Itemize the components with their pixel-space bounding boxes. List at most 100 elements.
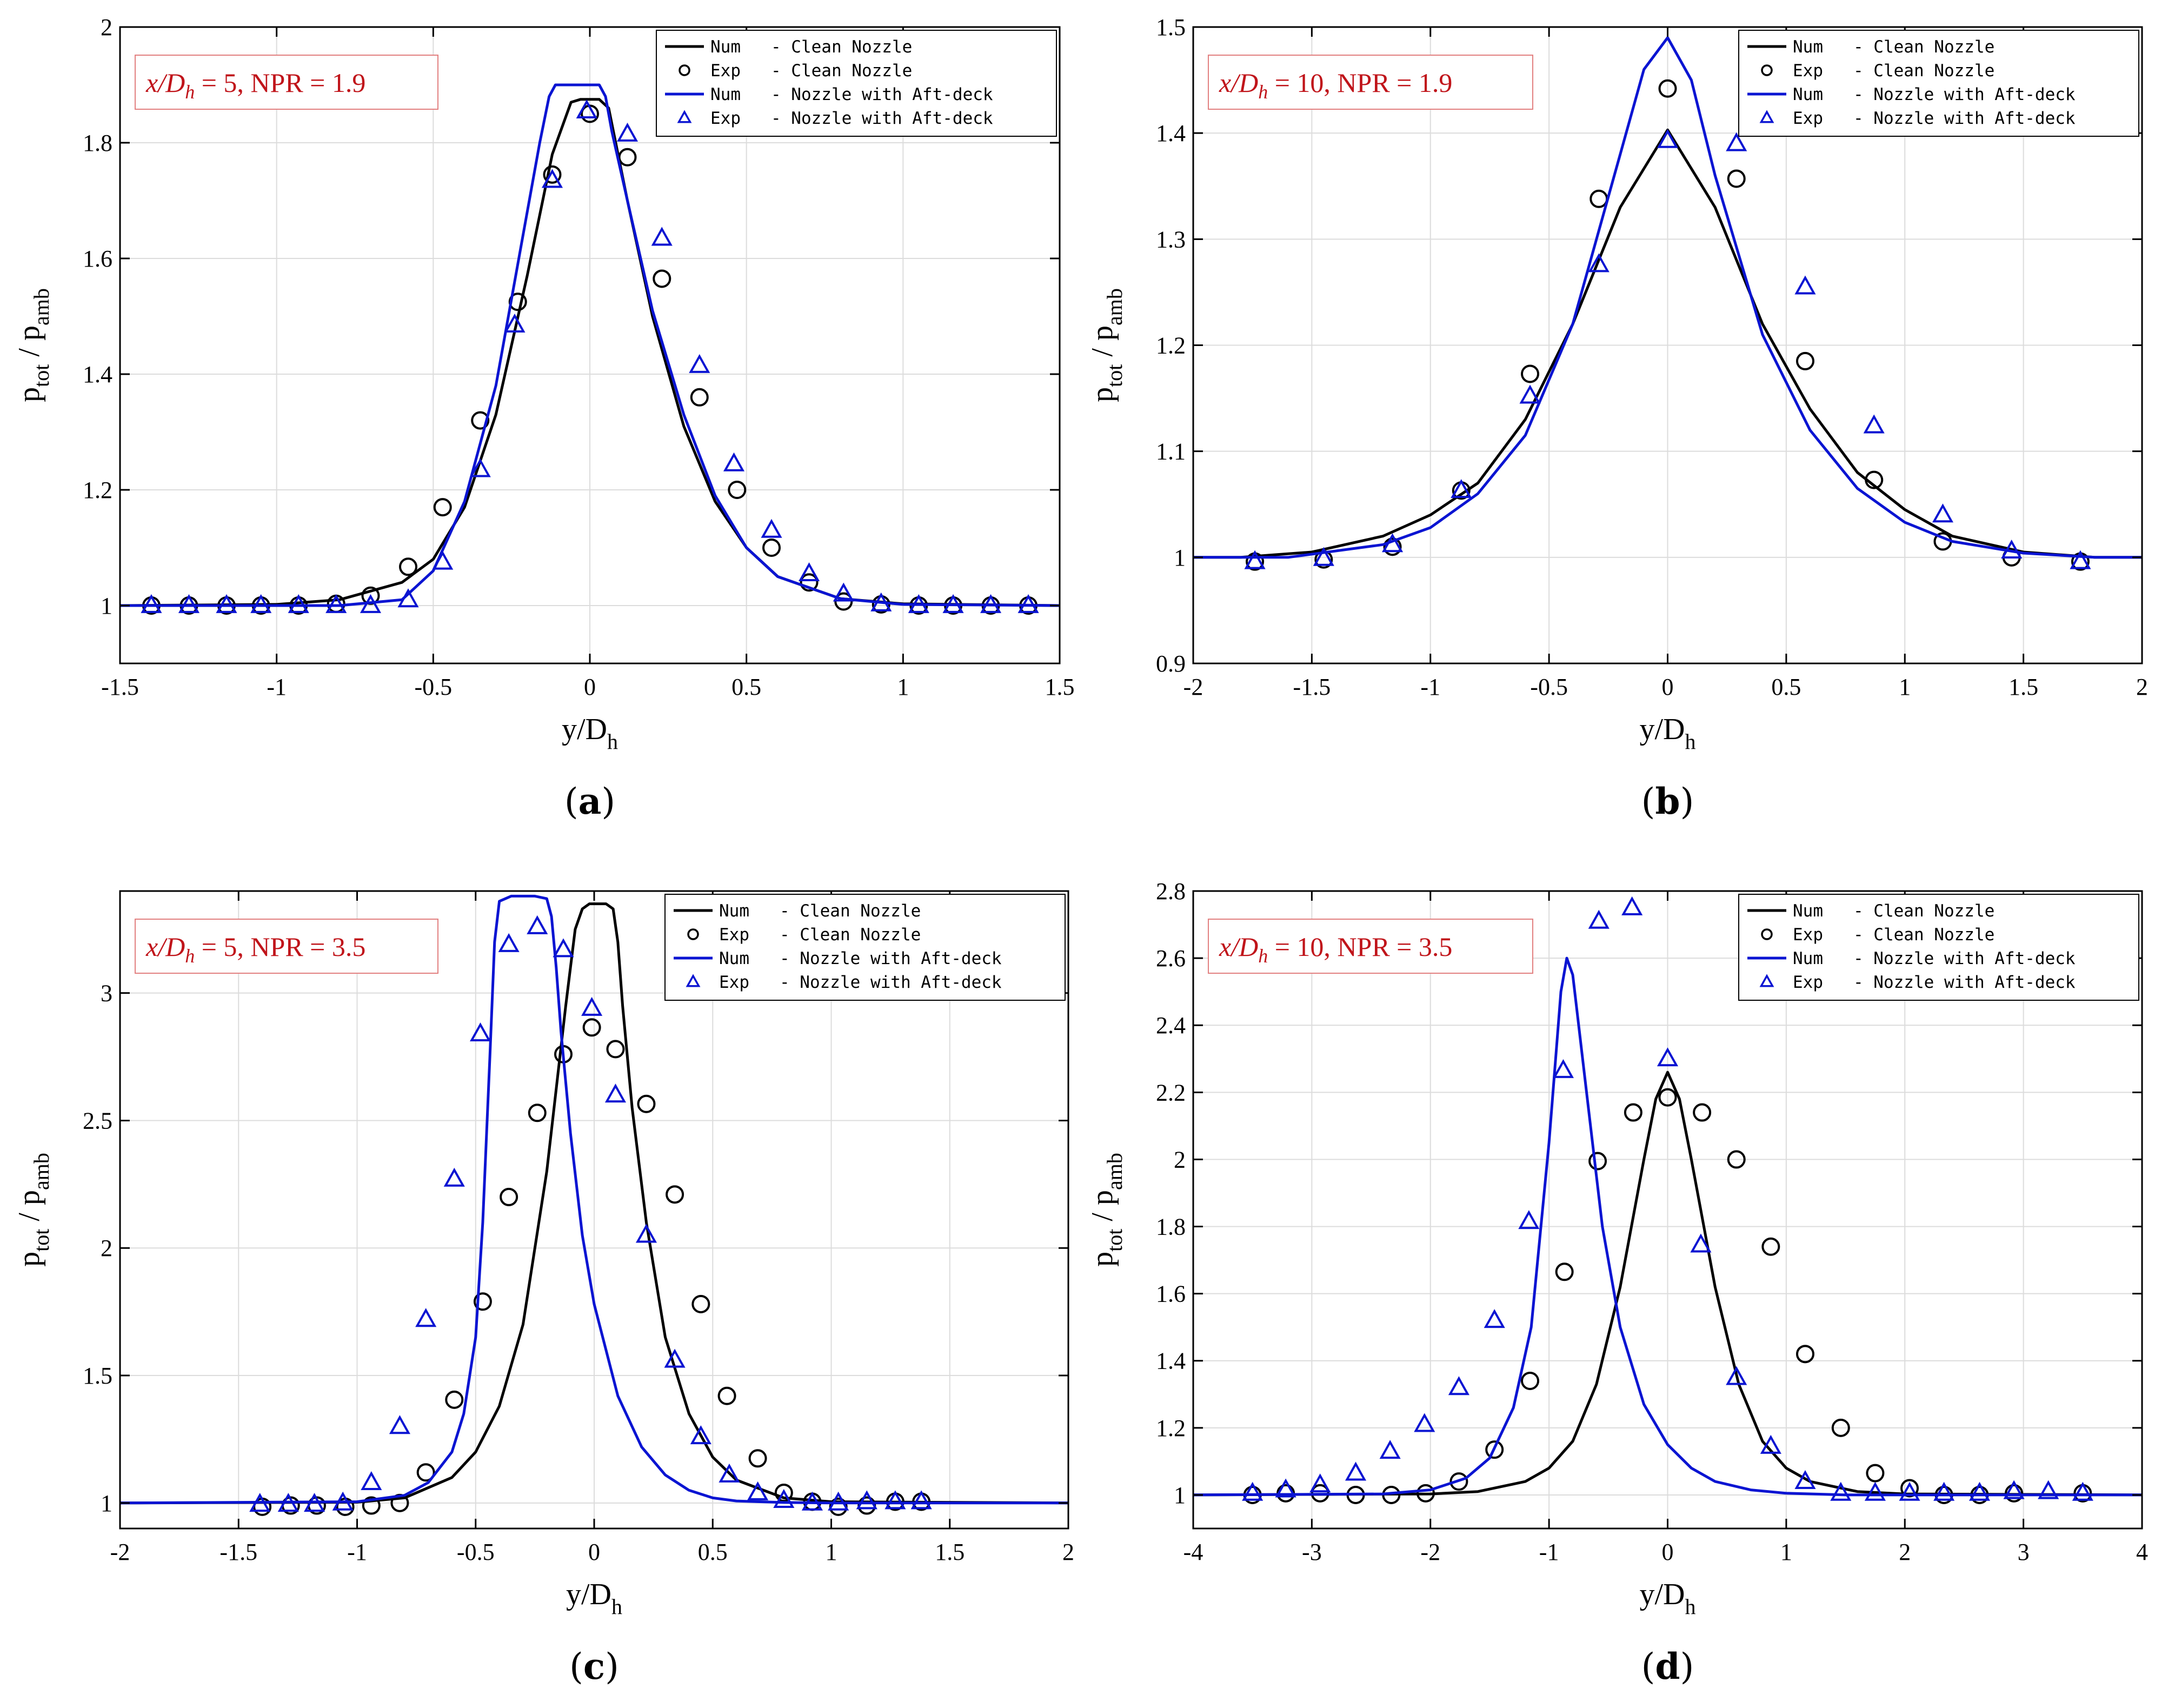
y-tick-label: 1.4	[1156, 1348, 1186, 1374]
y-tick-label: 0.9	[1156, 650, 1186, 677]
series-line-aft-deck	[120, 894, 1068, 1505]
data-point-exp-clean	[1555, 1262, 1574, 1281]
data-point-exp-clean	[1865, 470, 1884, 489]
y-tick-label: 1.6	[1156, 1281, 1186, 1307]
y-tick-label: 2	[101, 1235, 112, 1261]
y-tick-label: 2.8	[1156, 878, 1186, 905]
data-point-exp-aft-deck	[2072, 1481, 2093, 1501]
data-point-exp-aft-deck	[576, 99, 597, 119]
data-point-exp-aft-deck	[1451, 479, 1472, 499]
legend-box	[656, 30, 1057, 137]
data-point-exp-aft-deck	[1863, 414, 1885, 434]
data-point-exp-aft-deck	[469, 458, 491, 477]
data-point-exp-aft-deck	[504, 313, 526, 333]
data-point-exp-aft-deck	[1726, 1366, 1747, 1385]
condition-annotation: x/Dh = 10, NPR = 3.5	[1208, 919, 1533, 974]
x-tick-label: 0.5	[1771, 674, 1801, 700]
y-axis-label: ptot / pamb	[1086, 288, 1127, 402]
y-tick-label: 1	[1174, 544, 1186, 571]
data-point-exp-clean	[653, 269, 671, 288]
data-point-exp-aft-deck	[980, 594, 1002, 613]
legend-entry: Num - Nozzle with Aft-deck	[719, 949, 1002, 968]
x-tick-label: -1	[347, 1539, 367, 1565]
legend-entry: Num - Nozzle with Aft-deck	[710, 85, 993, 104]
data-point-exp-clean	[666, 1185, 684, 1204]
x-tick-label: 1.5	[935, 1539, 965, 1565]
data-point-exp-aft-deck	[1448, 1376, 1469, 1395]
data-point-exp-aft-deck	[2001, 539, 2023, 559]
x-tick-label: 1.5	[2009, 674, 2038, 700]
data-point-exp-clean	[1727, 169, 1746, 188]
x-tick-label: -0.5	[415, 674, 453, 700]
data-point-exp-clean	[416, 1463, 435, 1482]
y-tick-label: 1.2	[1156, 1415, 1186, 1441]
y-axis-label: ptot / pamb	[12, 288, 54, 402]
x-tick-label: -1.5	[1293, 674, 1331, 700]
data-point-exp-clean	[762, 539, 781, 557]
data-point-exp-clean	[2005, 1484, 2024, 1503]
chart-panel-a: -1.5 -1 -0.5 0 0.5 1 1.5 1 1.2 1.4 1.6 1.8 2 y/Dh ptot…	[12, 14, 1075, 754]
legend-triangle-swatch	[1759, 974, 1774, 987]
y-tick-label: 2	[101, 14, 112, 41]
data-point-exp-aft-deck	[469, 1022, 491, 1041]
legend-circle-swatch	[1761, 928, 1773, 940]
data-point-exp-aft-deck	[250, 594, 272, 613]
legend-entry: Exp - Nozzle with Aft-deck	[1793, 973, 2076, 992]
legend-entry: Exp - Clean Nozzle	[1793, 925, 1994, 945]
y-tick-label: 2.4	[1156, 1012, 1186, 1039]
plot-area	[1193, 36, 2142, 571]
y-tick-label: 2	[1174, 1146, 1186, 1173]
data-point-exp-aft-deck	[1381, 533, 1404, 553]
x-axis-label: y/Dh	[1640, 1578, 1696, 1619]
data-point-exp-aft-deck	[635, 1224, 657, 1243]
data-point-exp-clean	[1416, 1484, 1435, 1503]
data-point-exp-clean	[362, 1496, 381, 1515]
data-point-exp-clean	[1866, 1464, 1885, 1483]
legend-entry: Num - Nozzle with Aft-deck	[1793, 85, 2076, 104]
data-point-exp-aft-deck	[1726, 132, 1747, 151]
data-point-exp-aft-deck	[2003, 1480, 2025, 1499]
data-point-exp-aft-deck	[304, 1493, 325, 1512]
data-point-exp-aft-deck	[1899, 1481, 1920, 1501]
legend-entry: Num - Clean Nozzle	[719, 901, 921, 921]
x-tick-label: 0	[1662, 1539, 1674, 1565]
x-tick-label: -0.5	[457, 1539, 495, 1565]
y-axis-label: ptot / pamb	[1086, 1153, 1127, 1267]
legend: Num - Clean Nozzle Exp - Clean Nozzle Num …	[1738, 894, 2139, 1001]
data-point-exp-aft-deck	[1345, 1461, 1367, 1481]
data-point-exp-clean	[1521, 364, 1540, 383]
data-point-exp-aft-deck	[1379, 1440, 1401, 1459]
legend-entry: Num - Nozzle with Aft-deck	[1793, 949, 2076, 968]
x-tick-label: 2	[2136, 674, 2148, 700]
data-point-exp-clean	[433, 498, 452, 517]
x-tick-label: 2	[1899, 1539, 1911, 1565]
data-point-exp-aft-deck	[1657, 1047, 1679, 1067]
panel-label: (b)	[1641, 780, 1694, 822]
data-point-exp-aft-deck	[616, 122, 639, 142]
data-point-exp-clean	[1521, 1371, 1540, 1390]
data-point-exp-aft-deck	[908, 594, 929, 613]
data-point-exp-aft-deck	[581, 996, 603, 1016]
y-tick-label: 1.4	[83, 361, 112, 388]
data-point-exp-aft-deck	[1657, 129, 1679, 148]
legend-triangle-swatch	[677, 110, 692, 123]
condition-text: x/Dh = 10, NPR = 3.5	[1219, 932, 1452, 967]
data-point-exp-aft-deck	[325, 594, 347, 613]
series-line-aft-deck	[1193, 36, 2142, 559]
panel-label: (a)	[564, 780, 615, 822]
y-tick-label: 2.6	[1156, 945, 1186, 972]
data-point-exp-aft-deck	[664, 1348, 686, 1368]
data-point-exp-aft-deck	[1933, 1481, 1955, 1501]
data-point-exp-aft-deck	[1830, 1481, 1852, 1501]
y-tick-label: 1	[101, 1490, 112, 1517]
x-tick-label: 0	[1662, 674, 1674, 700]
data-point-exp-aft-deck	[288, 594, 309, 613]
x-tick-label: 1	[1780, 1539, 1792, 1565]
data-point-exp-aft-deck	[1588, 253, 1610, 273]
series-line-clean-nozzle	[120, 902, 1068, 1505]
x-tick-label: -1	[267, 674, 287, 700]
data-point-exp-clean	[1624, 1103, 1642, 1122]
data-point-exp-clean	[800, 573, 819, 592]
data-point-exp-clean	[473, 1292, 492, 1311]
